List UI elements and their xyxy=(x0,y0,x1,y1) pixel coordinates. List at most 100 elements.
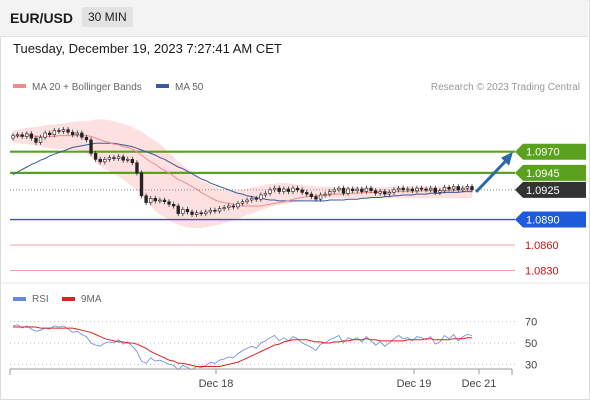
candle-body xyxy=(429,187,433,191)
candle-body xyxy=(171,203,176,207)
bollinger-band-area xyxy=(13,119,472,228)
candle-body xyxy=(89,139,93,154)
level-labels: 1.0970 1.0945 1.0925 1.0890 1.0860 1.0830 xyxy=(515,143,586,277)
candle-body xyxy=(208,209,213,213)
candle-body xyxy=(470,186,474,191)
candle-body xyxy=(410,188,415,192)
candle-body xyxy=(98,159,102,163)
candle-body xyxy=(406,188,410,191)
candle-body xyxy=(227,205,231,208)
candle-body xyxy=(167,201,171,205)
candle-body xyxy=(456,186,460,191)
candle-body xyxy=(364,187,369,192)
candle-body xyxy=(75,132,79,136)
symbol-title: EUR/USD xyxy=(10,10,74,26)
candle-body xyxy=(272,187,277,191)
candle-body xyxy=(38,136,43,143)
candle-body xyxy=(314,196,318,200)
candle-body xyxy=(112,157,116,159)
candle-body xyxy=(149,198,153,203)
candle-body xyxy=(80,132,84,138)
candle-body xyxy=(318,194,323,200)
level-tag-1.0970 xyxy=(515,143,586,160)
candle-body xyxy=(93,153,98,160)
candle-body xyxy=(378,191,382,194)
candle-body xyxy=(70,131,75,136)
candle-body xyxy=(419,187,424,190)
x-axis-ticks: Dec 18 Dec 19 Dec 21 xyxy=(199,369,497,390)
candle-body xyxy=(199,212,203,215)
candle-body xyxy=(392,189,396,193)
candle-body xyxy=(84,136,89,141)
level-label-1.0925: 1.0925 xyxy=(526,185,560,197)
x-tick-label: Dec 19 xyxy=(397,378,432,390)
x-tick-label: Dec 21 xyxy=(462,378,497,390)
rsi-tick-label: 50 xyxy=(525,338,537,350)
candle-body xyxy=(185,209,190,213)
candle-body xyxy=(259,194,263,200)
projection-arrow-line xyxy=(475,159,508,193)
candle-body xyxy=(254,198,258,200)
candle-body xyxy=(43,132,47,138)
candle-body xyxy=(373,190,378,194)
copyright-label: Research © 2023 Trading Central xyxy=(431,82,580,93)
candle-body xyxy=(465,186,470,189)
candle-body xyxy=(328,191,332,195)
rsi-ma9-line xyxy=(13,326,472,367)
candle-body xyxy=(245,199,249,203)
rsi-line xyxy=(12,324,473,371)
ma20-legend-swatch xyxy=(13,84,26,88)
candle-body xyxy=(451,186,456,190)
candle-body xyxy=(369,187,373,192)
ma50-legend-swatch xyxy=(156,84,169,88)
candle-body xyxy=(121,156,125,161)
candle-body xyxy=(20,134,24,137)
candle-body xyxy=(305,192,309,195)
candle-body xyxy=(66,129,70,133)
candle-body xyxy=(176,205,180,214)
level-tag-1.0945 xyxy=(515,164,586,181)
candle-body xyxy=(442,187,447,192)
projection-arrow xyxy=(475,151,513,193)
candle-body xyxy=(341,187,346,194)
candlesticks xyxy=(11,127,474,218)
candle-body xyxy=(34,137,38,143)
candle-body xyxy=(25,133,29,137)
candle-body xyxy=(11,135,15,139)
candle-body xyxy=(194,212,199,215)
header-bar: EUR/USD 30 MIN xyxy=(0,0,588,37)
candle-body xyxy=(222,207,226,209)
candle-body xyxy=(231,205,235,208)
candle-body xyxy=(52,130,56,136)
candle-body xyxy=(263,192,268,196)
projection-arrow-head xyxy=(501,151,513,166)
candle-body xyxy=(57,130,61,132)
candle-body xyxy=(291,187,295,192)
candle-body xyxy=(107,157,112,160)
interval-badge[interactable]: 30 MIN xyxy=(82,7,133,27)
candle-body xyxy=(323,193,327,196)
rsi-tick-label: 70 xyxy=(525,317,537,329)
price-levels xyxy=(10,150,515,271)
candle-body xyxy=(360,188,364,192)
level-tag-1.0925 xyxy=(515,181,586,198)
level-label-1.0945: 1.0945 xyxy=(526,168,560,180)
candle-body xyxy=(277,187,281,192)
candle-body xyxy=(217,208,222,212)
level-label-1.0860: 1.0860 xyxy=(525,240,559,252)
ma9-legend-label: 9MA xyxy=(81,294,102,305)
candle-body xyxy=(130,159,135,164)
candle-body xyxy=(387,192,392,195)
rsi-lines xyxy=(12,324,473,371)
candle-body xyxy=(15,134,20,137)
candle-body xyxy=(139,172,144,197)
level-label-1.0890: 1.0890 xyxy=(526,215,560,227)
candle-body xyxy=(240,201,245,204)
level-label-1.0830: 1.0830 xyxy=(525,265,559,277)
candle-body xyxy=(346,188,350,194)
candle-body xyxy=(438,190,442,193)
rsi-tick-label: 30 xyxy=(525,359,537,371)
x-tick-label: Dec 18 xyxy=(199,378,234,390)
candle-body xyxy=(332,189,336,192)
candle-body xyxy=(268,189,272,194)
